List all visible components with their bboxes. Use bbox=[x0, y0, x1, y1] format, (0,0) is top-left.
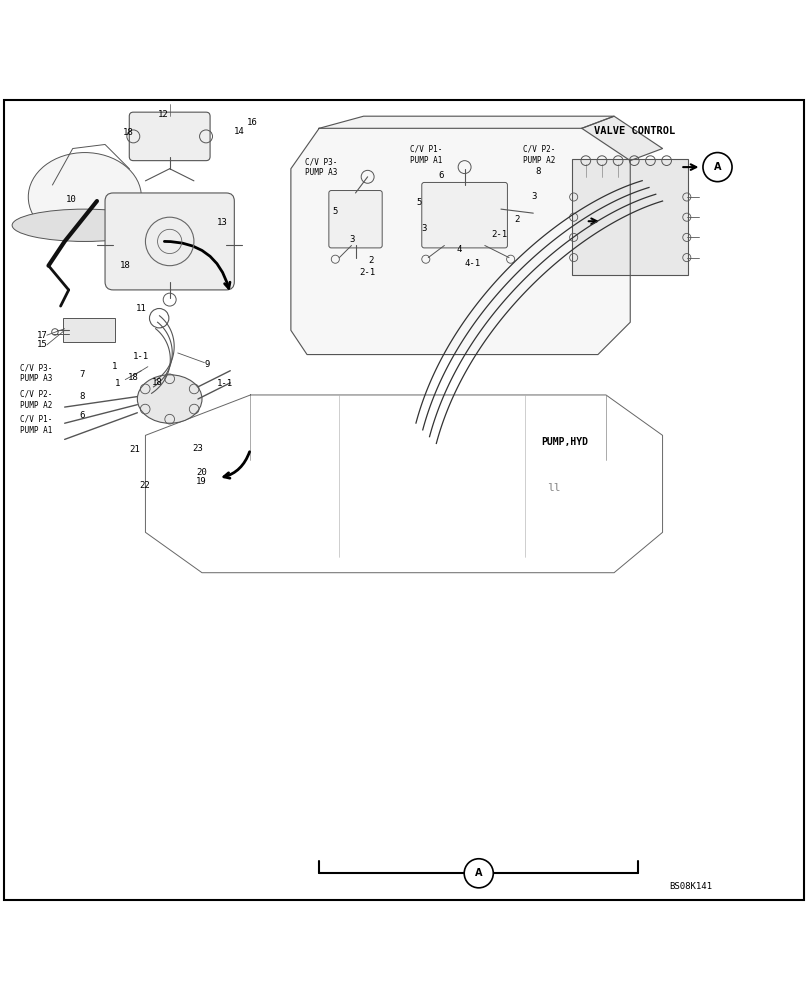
Text: 22: 22 bbox=[139, 481, 149, 490]
Text: C/V P1-
PUMP A1: C/V P1- PUMP A1 bbox=[20, 415, 53, 435]
Text: 2: 2 bbox=[515, 215, 520, 224]
Text: 10: 10 bbox=[66, 195, 77, 204]
Text: 1-1: 1-1 bbox=[133, 352, 149, 361]
FancyBboxPatch shape bbox=[4, 100, 804, 900]
Text: 13: 13 bbox=[217, 218, 227, 227]
Ellipse shape bbox=[28, 153, 141, 241]
Text: C/V P3-
PUMP A3: C/V P3- PUMP A3 bbox=[20, 363, 53, 383]
Circle shape bbox=[703, 153, 732, 182]
FancyBboxPatch shape bbox=[129, 112, 210, 161]
Text: 6: 6 bbox=[79, 411, 85, 420]
Text: 3: 3 bbox=[349, 235, 355, 244]
Text: 4: 4 bbox=[457, 245, 462, 254]
Text: C/V P1-
PUMP A1: C/V P1- PUMP A1 bbox=[410, 145, 443, 165]
Text: 8: 8 bbox=[536, 167, 541, 176]
Text: 19: 19 bbox=[196, 477, 207, 486]
FancyBboxPatch shape bbox=[105, 193, 234, 290]
Circle shape bbox=[464, 859, 493, 888]
Text: 1: 1 bbox=[112, 362, 117, 371]
Polygon shape bbox=[319, 116, 614, 128]
Text: 12: 12 bbox=[158, 110, 168, 119]
Text: 3: 3 bbox=[532, 192, 537, 201]
Text: C/V P2-
PUMP A2: C/V P2- PUMP A2 bbox=[523, 145, 555, 165]
Text: VALVE CONTROL: VALVE CONTROL bbox=[594, 126, 675, 136]
Text: 3: 3 bbox=[422, 224, 427, 233]
Text: 7: 7 bbox=[79, 370, 85, 379]
Text: 14: 14 bbox=[234, 127, 245, 136]
Text: 18: 18 bbox=[152, 378, 162, 387]
Text: 20: 20 bbox=[196, 468, 207, 477]
Text: 17: 17 bbox=[36, 331, 47, 340]
FancyBboxPatch shape bbox=[572, 159, 688, 275]
Text: 4-1: 4-1 bbox=[465, 259, 481, 268]
Text: 1-1: 1-1 bbox=[217, 379, 233, 388]
Text: 21: 21 bbox=[129, 445, 140, 454]
Text: 23: 23 bbox=[192, 444, 203, 453]
Text: 1: 1 bbox=[115, 379, 120, 388]
Polygon shape bbox=[582, 116, 663, 161]
Text: C/V P3-
PUMP A3: C/V P3- PUMP A3 bbox=[305, 157, 338, 177]
Text: A: A bbox=[475, 868, 482, 878]
Text: 2-1: 2-1 bbox=[360, 268, 376, 277]
Text: 18: 18 bbox=[128, 373, 138, 382]
Text: 15: 15 bbox=[36, 340, 47, 349]
Ellipse shape bbox=[137, 375, 202, 423]
Text: 18: 18 bbox=[123, 128, 133, 137]
Text: A: A bbox=[713, 162, 722, 172]
Text: 5: 5 bbox=[333, 207, 339, 216]
Text: 5: 5 bbox=[416, 198, 422, 207]
Ellipse shape bbox=[12, 209, 158, 241]
Text: ll: ll bbox=[547, 483, 560, 493]
Text: 8: 8 bbox=[79, 392, 85, 401]
Text: 2-1: 2-1 bbox=[491, 230, 507, 239]
Text: 18: 18 bbox=[120, 261, 130, 270]
Polygon shape bbox=[291, 128, 630, 355]
FancyBboxPatch shape bbox=[329, 191, 382, 248]
Text: PUMP,HYD: PUMP,HYD bbox=[541, 437, 588, 447]
Text: C/V P2-
PUMP A2: C/V P2- PUMP A2 bbox=[20, 390, 53, 410]
Text: 6: 6 bbox=[439, 171, 444, 180]
Text: 16: 16 bbox=[246, 118, 257, 127]
Text: 2: 2 bbox=[368, 256, 374, 265]
Text: 9: 9 bbox=[204, 360, 210, 369]
FancyBboxPatch shape bbox=[422, 182, 507, 248]
FancyBboxPatch shape bbox=[63, 318, 115, 342]
Text: BS08K141: BS08K141 bbox=[669, 882, 713, 891]
Text: 11: 11 bbox=[136, 304, 146, 313]
